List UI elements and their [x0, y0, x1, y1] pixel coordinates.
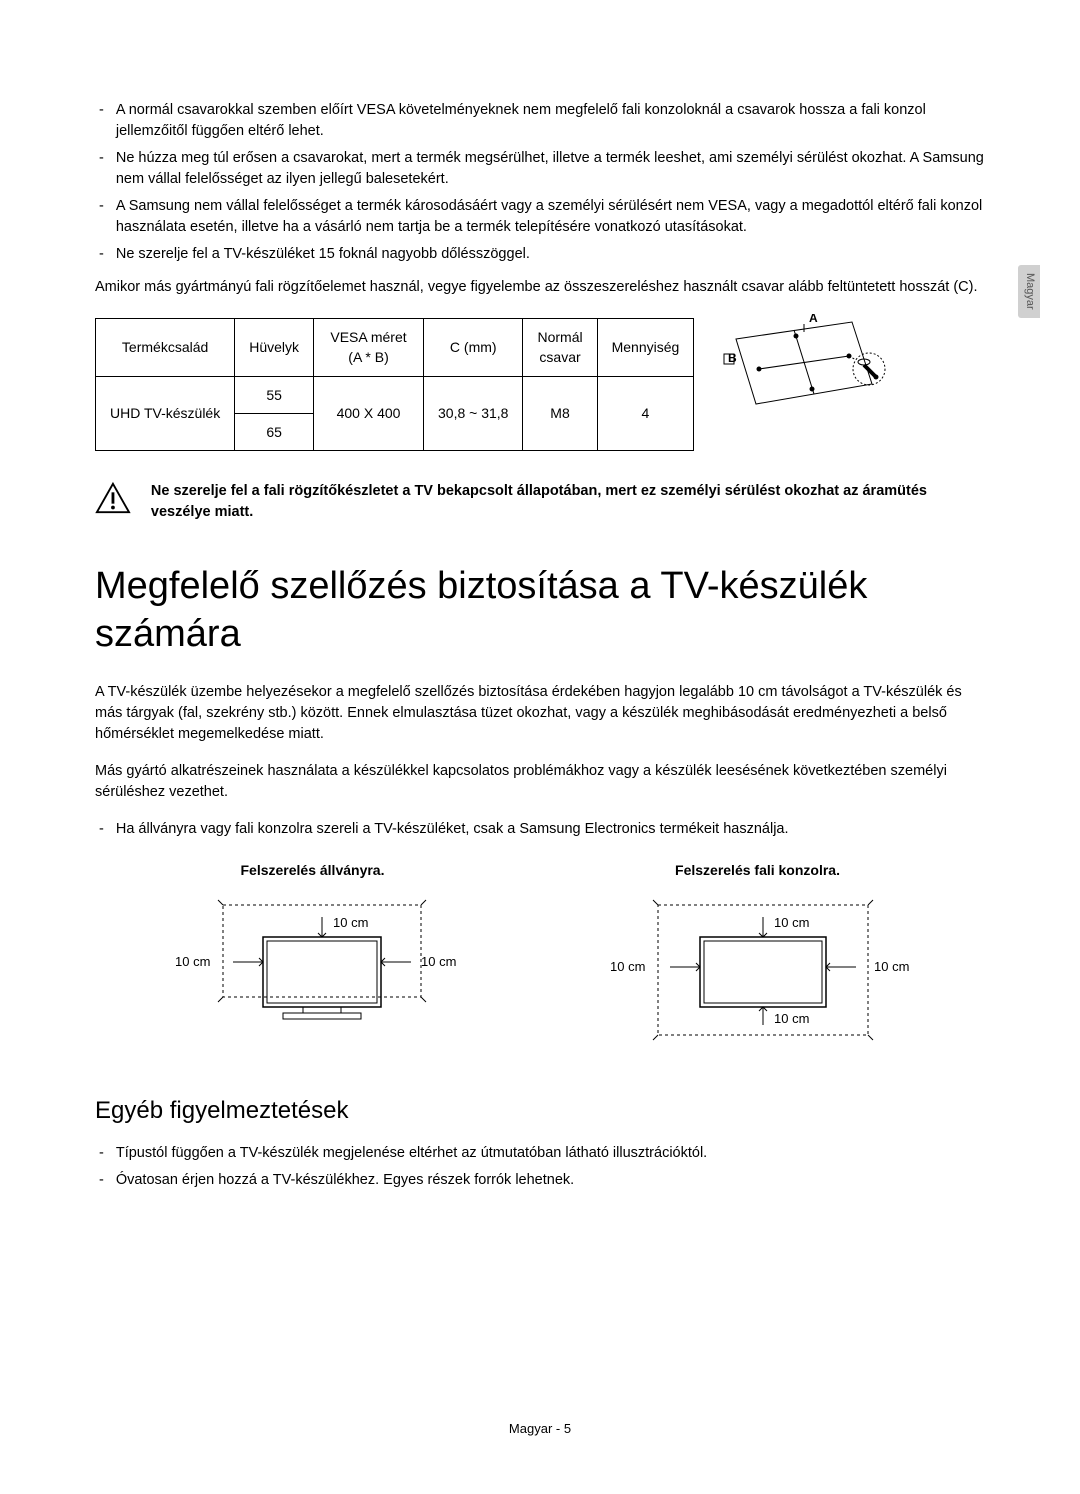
td: 55: [235, 376, 314, 413]
dim-label: 10 cm: [774, 915, 809, 930]
stand-svg: 10 cm 10 cm 10 cm: [163, 887, 463, 1047]
dim-label: 10 cm: [421, 954, 456, 969]
table-and-diagram: Termékcsalád Hüvelyk VESA méret (A * B) …: [95, 314, 985, 481]
diagram-title: Felszerelés fali konzolra.: [598, 860, 918, 880]
dim-label: 10 cm: [610, 959, 645, 974]
specs-table: Termékcsalád Hüvelyk VESA méret (A * B) …: [95, 318, 694, 451]
td: 65: [235, 414, 314, 451]
bullet-text: Óvatosan érjen hozzá a TV-készülékhez. E…: [116, 1170, 574, 1191]
paragraph: Más gyártó alkatrészeinek használata a k…: [95, 761, 985, 803]
th: C (mm): [424, 319, 523, 377]
bullet-text: Ha állványra vagy fali konzolra szereli …: [116, 819, 789, 840]
paragraph: Amikor más gyártmányú fali rögzítőelemet…: [95, 277, 985, 298]
wall-svg: 10 cm 10 cm 10 cm 10 cm: [598, 887, 918, 1047]
page-footer: Magyar - 5: [0, 1420, 1080, 1439]
td: 30,8 ~ 31,8: [424, 376, 523, 451]
bullet-item: Típustól függően a TV-készülék megjelené…: [95, 1143, 985, 1164]
bracket-diagram: A B: [714, 314, 894, 424]
diagram-label-b: B: [728, 351, 737, 365]
bullet-item: Ha állványra vagy fali konzolra szereli …: [95, 819, 985, 840]
section-heading: Megfelelő szellőzés biztosítása a TV-kés…: [95, 563, 985, 658]
top-bullet-list: A normál csavarokkal szemben előírt VESA…: [95, 100, 985, 265]
diagram-title: Felszerelés állványra.: [163, 860, 463, 880]
bullet-text: Ne szerelje fel a TV-készüléket 15 fokná…: [116, 244, 530, 265]
td: 4: [597, 376, 694, 451]
bullet-text: Ne húzza meg túl erősen a csavarokat, me…: [116, 148, 985, 190]
vent-bullet-list: Ha állványra vagy fali konzolra szereli …: [95, 819, 985, 840]
diagram-label-a: A: [809, 314, 818, 325]
warning-text: Ne szerelje fel a fali rögzítőkészletet …: [151, 481, 985, 523]
th: Normál csavar: [523, 319, 597, 377]
th: Mennyiség: [597, 319, 694, 377]
bullet-text: A Samsung nem vállal felelősséget a term…: [116, 196, 985, 238]
bullet-item: Óvatosan érjen hozzá a TV-készülékhez. E…: [95, 1170, 985, 1191]
td: 400 X 400: [314, 376, 424, 451]
table-header-row: Termékcsalád Hüvelyk VESA méret (A * B) …: [96, 319, 694, 377]
language-tab: Magyar: [1018, 265, 1040, 318]
diagram-stand: Felszerelés állványra. 10 cm 10 cm 10 cm: [163, 860, 463, 1053]
dim-label: 10 cm: [175, 954, 210, 969]
paragraph: A TV-készülék üzembe helyezésekor a megf…: [95, 682, 985, 745]
th: Termékcsalád: [96, 319, 235, 377]
warning-icon: [95, 481, 131, 515]
bullet-text: A normál csavarokkal szemben előírt VESA…: [116, 100, 985, 142]
ventilation-diagrams: Felszerelés állványra. 10 cm 10 cm 10 cm: [95, 860, 985, 1053]
bullet-item: Ne húzza meg túl erősen a csavarokat, me…: [95, 148, 985, 190]
dim-label: 10 cm: [774, 1011, 809, 1026]
bullet-text: Típustól függően a TV-készülék megjelené…: [116, 1143, 707, 1164]
bullet-item: Ne szerelje fel a TV-készüléket 15 fokná…: [95, 244, 985, 265]
dim-label: 10 cm: [333, 915, 368, 930]
th: Hüvelyk: [235, 319, 314, 377]
dim-label: 10 cm: [874, 959, 909, 974]
td: UHD TV-készülék: [96, 376, 235, 451]
other-bullet-list: Típustól függően a TV-készülék megjelené…: [95, 1143, 985, 1191]
bullet-item: A normál csavarokkal szemben előírt VESA…: [95, 100, 985, 142]
th: VESA méret (A * B): [314, 319, 424, 377]
diagram-wall: Felszerelés fali konzolra. 10 cm 10 cm 1…: [598, 860, 918, 1053]
subsection-heading: Egyéb figyelmeztetések: [95, 1094, 985, 1129]
bullet-item: A Samsung nem vállal felelősséget a term…: [95, 196, 985, 238]
td: M8: [523, 376, 597, 451]
warning-block: Ne szerelje fel a fali rögzítőkészletet …: [95, 481, 985, 523]
table-row: UHD TV-készülék 55 400 X 400 30,8 ~ 31,8…: [96, 376, 694, 413]
